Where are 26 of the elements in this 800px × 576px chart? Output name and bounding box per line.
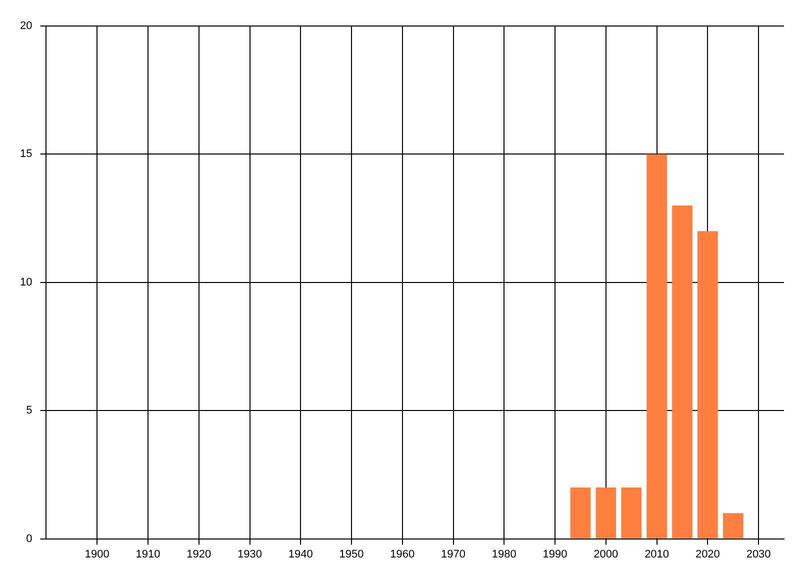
x-tick-label: 1960 (390, 548, 415, 560)
bar (672, 205, 692, 538)
bar (621, 488, 642, 538)
x-tick-label: 2000 (594, 548, 618, 560)
x-tick-label: 1920 (186, 548, 212, 560)
x-tick-label: 1990 (542, 548, 568, 560)
x-tick-label: 1950 (339, 548, 364, 560)
x-tick-label: 2030 (746, 548, 771, 560)
bar (646, 154, 667, 538)
x-tick-label: 1970 (441, 548, 466, 560)
bar (722, 513, 744, 538)
x-tick-label: 2020 (695, 548, 720, 560)
x-tick-label: 1940 (288, 548, 313, 560)
x-tick-label: 1900 (84, 548, 110, 560)
x-tick-label: 1910 (136, 548, 160, 560)
y-tick-label: 15 (20, 148, 32, 160)
bar (596, 488, 616, 538)
y-tick-label: 5 (26, 404, 32, 417)
bar (698, 231, 718, 538)
bar (570, 488, 591, 538)
y-tick-label: 20 (20, 20, 32, 32)
x-tick-label: 1930 (238, 548, 262, 560)
x-tick-label: 2010 (644, 548, 670, 560)
x-tick-label: 1980 (492, 548, 516, 560)
y-tick-label: 10 (20, 276, 32, 288)
y-tick-label: 0 (26, 532, 32, 545)
